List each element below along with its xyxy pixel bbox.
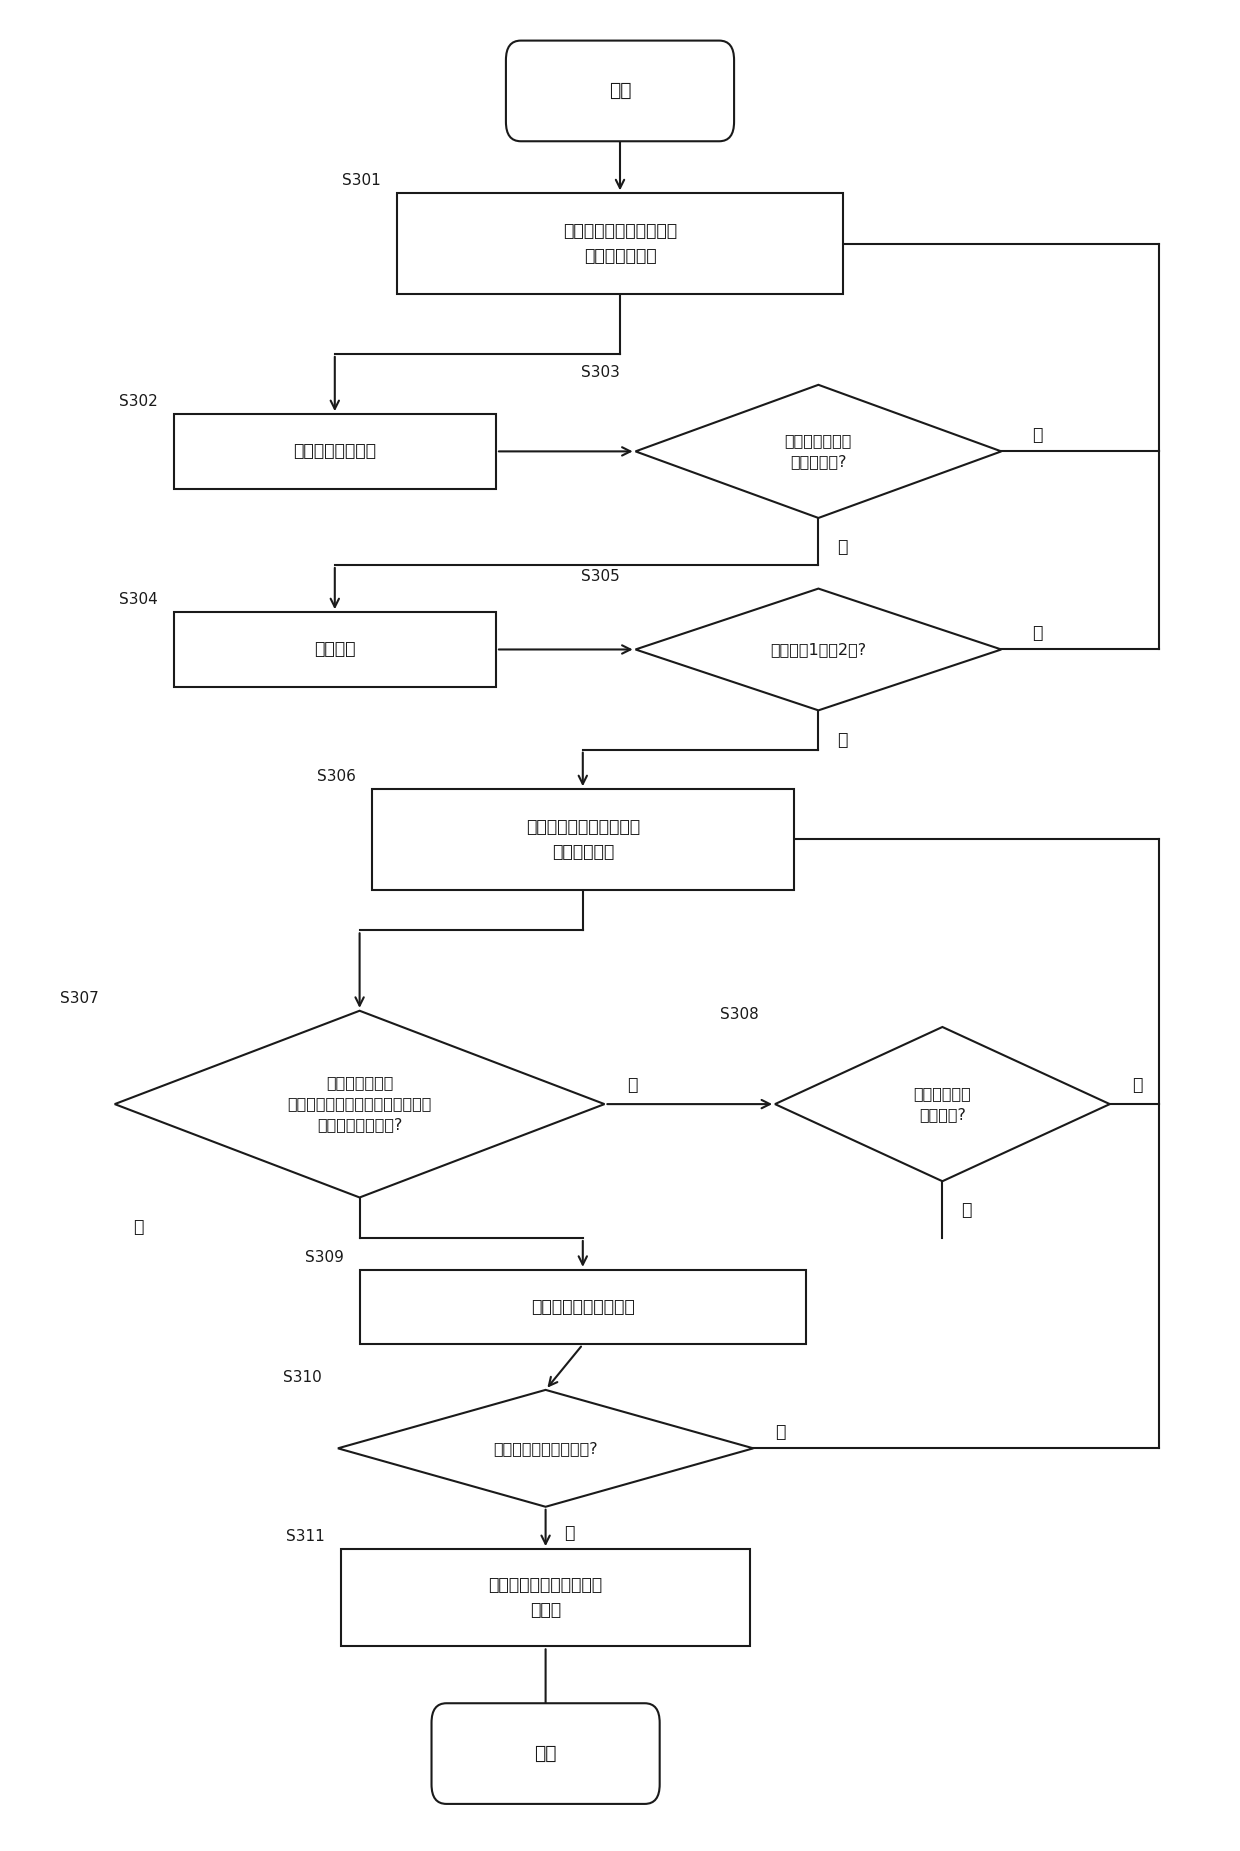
Text: 否: 否	[1032, 624, 1043, 642]
Text: 检测离合器状态从脱空状
态转向闭合状态: 检测离合器状态从脱空状 态转向闭合状态	[563, 222, 677, 265]
Text: S304: S304	[119, 592, 157, 607]
FancyBboxPatch shape	[372, 789, 794, 890]
Text: 结束: 结束	[534, 1744, 557, 1764]
Polygon shape	[636, 589, 1002, 711]
Text: 检测离合器传递的扭矩: 检测离合器传递的扭矩	[531, 1298, 635, 1316]
Text: S308: S308	[720, 1007, 759, 1022]
Text: S301: S301	[342, 174, 381, 189]
Text: 是: 是	[837, 539, 847, 555]
Text: S302: S302	[119, 394, 157, 409]
FancyBboxPatch shape	[506, 41, 734, 141]
Text: 检测油门踏板开度: 检测油门踏板开度	[294, 442, 376, 461]
Text: S306: S306	[317, 770, 356, 785]
FancyBboxPatch shape	[432, 1703, 660, 1805]
Polygon shape	[114, 1011, 605, 1198]
Text: 否: 否	[1032, 426, 1043, 444]
Text: S311: S311	[286, 1529, 325, 1544]
Text: 是: 是	[837, 731, 847, 748]
Text: 油门踏板开度处
于增加过程?: 油门踏板开度处 于增加过程?	[785, 433, 852, 470]
Text: 否: 否	[626, 1075, 637, 1094]
Text: 检测变速箱输入轴在不同
时间的转速值: 检测变速箱输入轴在不同 时间的转速值	[526, 818, 640, 861]
Text: S307: S307	[60, 990, 98, 1005]
FancyBboxPatch shape	[360, 1270, 806, 1344]
Polygon shape	[337, 1390, 754, 1507]
Text: S310: S310	[283, 1370, 321, 1385]
Text: 档位处于1档或2档?: 档位处于1档或2档?	[770, 642, 867, 657]
Text: 是: 是	[133, 1218, 144, 1236]
Text: 变速箱输入轴的
峰谷差大于预设转速值且峰峰值时
间差小于预设时长?: 变速箱输入轴的 峰谷差大于预设转速值且峰峰值时 间差小于预设时长?	[288, 1075, 432, 1133]
Text: 触发所述离合器半结合点
自学习: 触发所述离合器半结合点 自学习	[489, 1577, 603, 1620]
Text: 检测档位: 检测档位	[314, 640, 356, 659]
Text: 开始: 开始	[609, 81, 631, 100]
FancyBboxPatch shape	[341, 1549, 750, 1646]
Text: 否: 否	[776, 1423, 786, 1442]
Text: 否: 否	[1132, 1075, 1142, 1094]
Text: S305: S305	[580, 568, 620, 583]
FancyBboxPatch shape	[174, 613, 496, 687]
Polygon shape	[775, 1027, 1110, 1181]
FancyBboxPatch shape	[174, 415, 496, 489]
Text: S303: S303	[580, 365, 620, 379]
Text: 是: 是	[564, 1523, 574, 1542]
Text: S309: S309	[305, 1249, 343, 1264]
FancyBboxPatch shape	[397, 193, 843, 294]
Text: 扭矩小于预设扭矩阈值?: 扭矩小于预设扭矩阈值?	[494, 1440, 598, 1457]
Polygon shape	[636, 385, 1002, 518]
Text: 是: 是	[961, 1201, 971, 1220]
Text: 换档次数达到
预设次数?: 换档次数达到 预设次数?	[914, 1087, 971, 1122]
